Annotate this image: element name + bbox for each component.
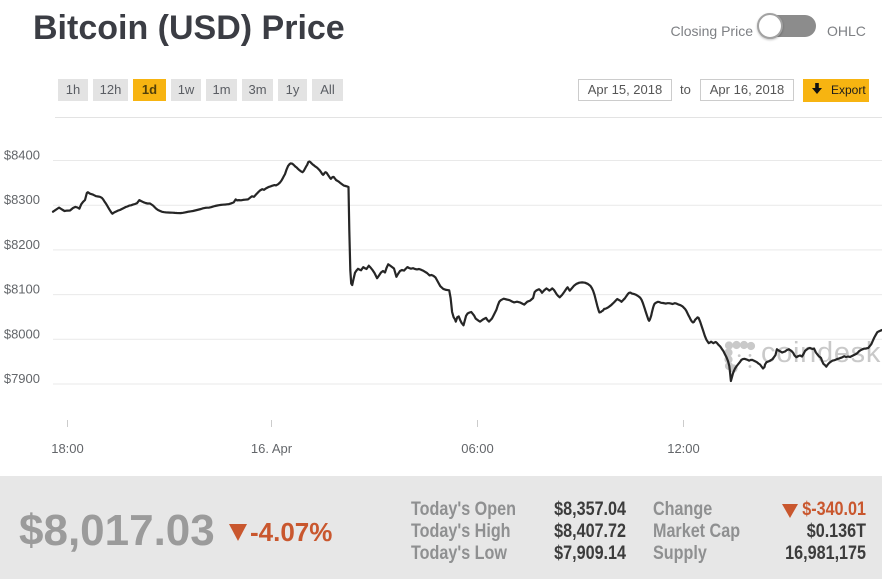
svg-text:$8400: $8400 bbox=[4, 148, 40, 163]
svg-text:16. Apr: 16. Apr bbox=[251, 441, 293, 456]
svg-text:$8100: $8100 bbox=[4, 282, 40, 297]
svg-text:$8000: $8000 bbox=[4, 326, 40, 341]
svg-text:06:00: 06:00 bbox=[461, 441, 494, 456]
svg-text:$8300: $8300 bbox=[4, 192, 40, 207]
svg-text:coindesk: coindesk bbox=[761, 337, 881, 369]
svg-text:12:00: 12:00 bbox=[667, 441, 700, 456]
svg-text:$8200: $8200 bbox=[4, 237, 40, 252]
svg-text:18:00: 18:00 bbox=[51, 441, 84, 456]
svg-text:$7900: $7900 bbox=[4, 371, 40, 386]
